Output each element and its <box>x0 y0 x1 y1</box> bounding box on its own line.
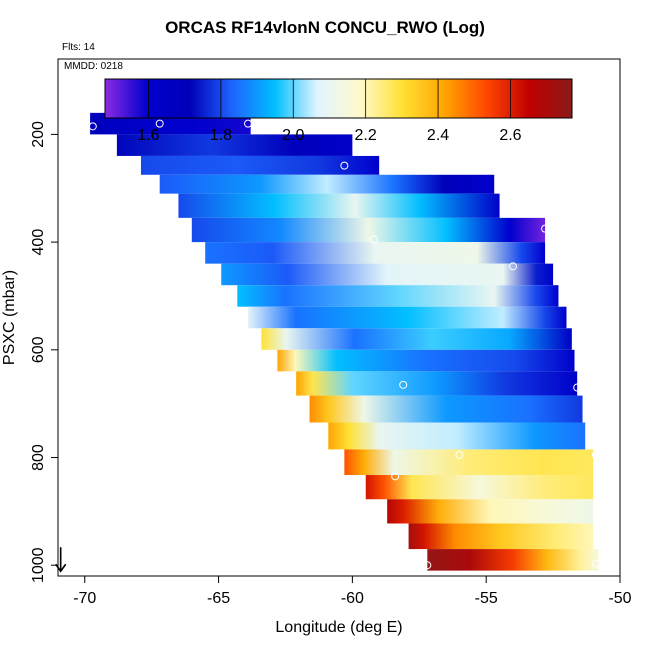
chart-title: ORCAS RF14vlonN CONCU_RWO (Log) <box>165 18 485 37</box>
heatmap-row <box>328 422 586 450</box>
x-tick-label: -65 <box>207 590 230 607</box>
heatmap-row <box>344 449 594 476</box>
flight-marker <box>340 161 349 170</box>
x-tick-label: -60 <box>341 590 364 607</box>
heatmap-row <box>261 328 572 350</box>
flights-note: Flts: 14 <box>62 42 95 53</box>
y-tick-label: 600 <box>30 336 47 363</box>
heatmap-row <box>277 349 575 372</box>
x-axis-label: Longitude (deg E) <box>275 619 402 636</box>
flight-marker <box>399 380 408 389</box>
x-axis: -70 -65 -60 -55 -50 <box>73 575 632 607</box>
x-tick-label: -50 <box>608 590 631 607</box>
heatmap-row <box>387 499 594 524</box>
heatmap-row <box>365 475 594 500</box>
y-tick-label: 1000 <box>30 547 47 583</box>
heatmap-row <box>237 285 559 307</box>
wind-arrow <box>55 547 67 573</box>
flight-marker <box>573 383 582 392</box>
colorbar-tick-label: 2.2 <box>355 127 377 144</box>
y-tick-label: 200 <box>30 121 47 148</box>
y-axis-label: PSXC (mbar) <box>1 270 18 365</box>
colorbar-tick-label: 2.0 <box>282 127 304 144</box>
heatmap-row <box>116 134 353 156</box>
heatmap-row <box>140 155 380 175</box>
flight-marker <box>591 450 600 459</box>
flight-markers <box>88 119 600 570</box>
arrow-head <box>55 563 67 573</box>
flight-marker <box>508 262 517 271</box>
heatmap-row <box>178 193 500 218</box>
x-tick-label: -70 <box>73 590 96 607</box>
heatmap-row <box>427 549 599 571</box>
flight-marker <box>88 122 97 131</box>
flight-marker <box>455 450 464 459</box>
flight-marker <box>423 561 432 570</box>
colorbar: 1.6 1.8 2.0 2.2 2.4 2.6 <box>104 78 573 144</box>
date-note: MMDD: 0218 <box>64 61 123 72</box>
heatmap-row <box>309 395 583 423</box>
flight-marker <box>541 224 550 233</box>
flight-marker <box>391 472 400 481</box>
y-axis: 200 400 600 800 1000 <box>30 121 59 583</box>
y-tick-label: 800 <box>30 444 47 471</box>
heatmap-rows <box>90 112 599 571</box>
y-tick-label: 400 <box>30 229 47 256</box>
flight-marker <box>244 119 253 128</box>
flight-marker <box>369 235 378 244</box>
colorbar-gradient <box>104 78 573 119</box>
x-tick-label: -55 <box>475 590 498 607</box>
heatmap-row <box>191 217 546 243</box>
flight-marker <box>155 119 164 128</box>
heatmap-row <box>296 371 578 396</box>
heatmap-row <box>205 242 546 264</box>
heatmap-row <box>408 523 594 550</box>
colorbar-tick-label: 1.6 <box>137 127 159 144</box>
flight-marker <box>591 559 600 568</box>
colorbar-tick-label: 2.6 <box>499 127 521 144</box>
heatmap-row <box>248 306 567 329</box>
colorbar-tick-label: 1.8 <box>210 127 232 144</box>
heatmap-row <box>159 174 495 194</box>
colorbar-tick-label: 2.4 <box>427 127 449 144</box>
heatmap-row <box>221 263 554 286</box>
